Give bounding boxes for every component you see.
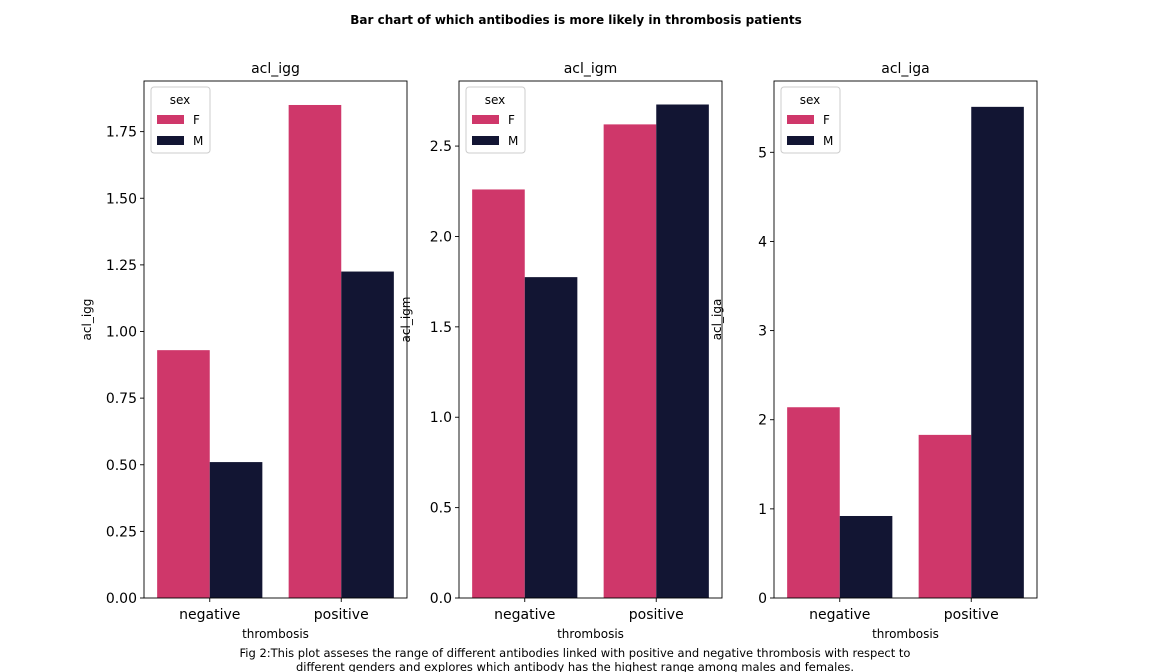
y-tick-label: 0.25 [106,524,137,540]
y-tick-label: 0.0 [430,591,452,607]
y-tick-label: 1.25 [106,258,137,274]
y-axis-label: acl_igg [80,299,94,341]
bar-acl_igg-positive-M [341,271,394,598]
y-tick-label: 1.75 [106,125,137,141]
x-axis-label: thrombosis [242,627,309,641]
y-tick-label: 1.00 [106,325,137,341]
legend-label-M: M [823,134,833,148]
x-axis-label: thrombosis [557,627,624,641]
plot-frame [458,80,723,599]
legend-swatch-M [472,136,499,145]
x-tick-label: negative [494,607,555,623]
y-tick-label: 1.0 [430,410,452,426]
x-tick-label: positive [629,607,684,623]
x-tick-label: negative [179,607,240,623]
bar-acl_igm-negative-F [472,189,525,598]
y-tick-label: 3 [758,324,767,340]
subplot-title: acl_iga [881,61,930,77]
bar-acl_iga-positive-M [971,106,1024,598]
y-tick-label: 0.00 [106,591,137,607]
y-tick-label: 0 [758,591,767,607]
legend-label-M: M [193,134,203,148]
plot-frame [143,80,408,599]
bar-acl_igm-positive-M [656,104,709,598]
y-tick-label: 1 [758,502,767,518]
subplot-title: acl_igg [251,61,300,77]
legend-swatch-M [787,136,814,145]
legend-swatch-M [157,136,184,145]
x-tick-label: positive [944,607,999,623]
y-tick-label: 2 [758,413,767,429]
bar-acl_iga-positive-F [918,434,972,598]
y-axis-label: acl_igm [399,297,413,343]
figure-title: Bar chart of which antibodies is more li… [350,13,801,27]
y-tick-label: 0.5 [430,501,452,517]
legend-swatch-F [472,115,499,124]
legend-label-F: F [823,113,830,127]
y-tick-label: 5 [758,145,767,161]
bar-acl_iga-negative-M [839,515,893,598]
bar-acl_igm-positive-F [603,124,657,598]
bar-acl_igm-negative-M [524,277,578,598]
legend-title: sex [485,93,506,107]
y-tick-label: 4 [758,234,767,250]
subplot-acl_igm: 0.0 0.5 1.0 1.5 2.0 2.5 negative positive acl_ig… [399,61,723,641]
subplot-title: acl_igm [564,61,618,77]
bar-acl_igg-positive-F [288,104,342,599]
legend-label-F: F [193,113,200,127]
legend-title: sex [800,93,821,107]
bar-acl_igg-negative-M [209,462,263,598]
legend-swatch-F [787,115,814,124]
bar-acl_igg-negative-F [157,350,210,598]
y-tick-label: 1.50 [106,191,137,207]
x-axis-label: thrombosis [872,627,939,641]
subplot-panels: 0.000.250.500.751.001.251.501.75negative… [80,61,1038,641]
y-tick-label: 2.5 [430,139,452,155]
y-tick-label: 0.50 [106,458,137,474]
subplot-acl_iga: 0 1 2 3 4 5 negative positive acl_iga thrombosis a… [710,61,1038,641]
legend-label-F: F [508,113,515,127]
legend-label-M: M [508,134,518,148]
y-tick-label: 2.0 [430,229,452,245]
plot-frame [773,80,1038,599]
y-axis-label: acl_iga [710,299,724,341]
y-tick-label: 0.75 [106,391,137,407]
x-tick-label: negative [809,607,870,623]
y-tick-label: 1.5 [430,320,452,336]
legend-swatch-F [157,115,184,124]
bar-acl_iga-negative-F [787,407,840,598]
figure-caption-line-2: different genders and explores which ant… [296,660,854,672]
legend-title: sex [170,93,191,107]
subplot-acl_igg: 0.00 0.25 0.50 0.75 1.00 1.25 1.50 1.75 negative… [80,61,408,641]
figure-caption-line-1: Fig 2:This plot asseses the range of dif… [240,646,911,660]
x-tick-label: positive [314,607,369,623]
